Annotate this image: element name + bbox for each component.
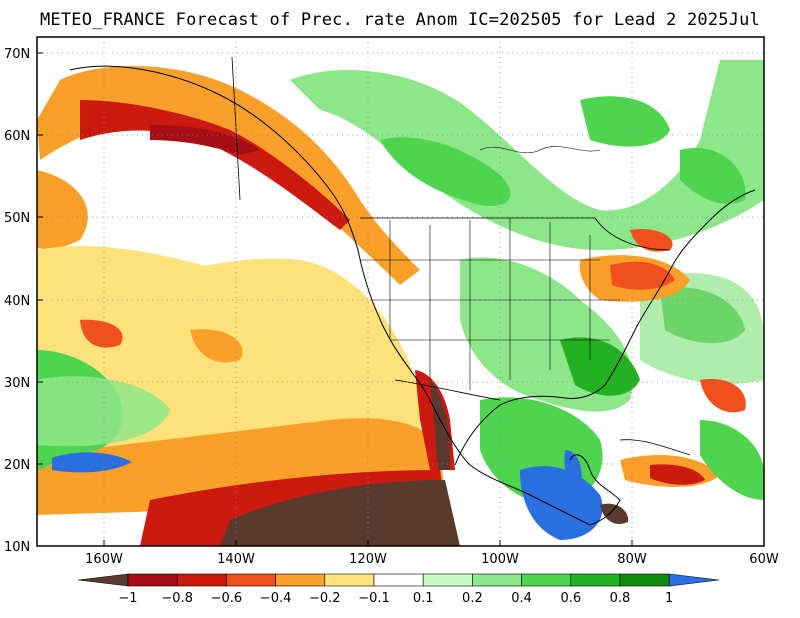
lat-label: 10N [4, 540, 30, 555]
colorbar-label: −0.8 [161, 591, 193, 606]
colorbar-segment [521, 573, 572, 587]
colorbar-label: 0.1 [413, 591, 434, 606]
panama-brown [600, 503, 629, 525]
lon-label: 120W [349, 552, 387, 567]
pacific-brown-core [220, 480, 460, 546]
canada-green [290, 60, 764, 250]
caribbean-red [650, 464, 705, 485]
colorbar-segment [472, 573, 522, 587]
atlantic-sub-green [700, 420, 764, 500]
canada-green-deep [380, 137, 511, 206]
colorbar-segment [275, 573, 326, 587]
alaska-darkred [150, 125, 260, 155]
hawaii-blue [52, 452, 132, 473]
lon-label: 80W [617, 552, 647, 567]
colorbar-label: 0.6 [560, 591, 581, 606]
colorbar-segment [619, 573, 670, 587]
colorbar-label: −0.6 [211, 591, 243, 606]
colorbar-segment [127, 573, 178, 587]
colorbar-label: 1 [665, 591, 673, 606]
colorbar-label: 0.8 [610, 591, 631, 606]
lon-label: 100W [481, 552, 519, 567]
colorbar-label: −1 [118, 591, 137, 606]
lon-label: 140W [217, 552, 255, 567]
coastlines [69, 56, 756, 526]
aleutian-orange [37, 170, 88, 250]
map-frame [36, 36, 765, 547]
east-canada-orange [630, 229, 673, 252]
colorbar-label: −0.1 [358, 591, 390, 606]
lat-label: 20N [4, 458, 30, 473]
lon-labels: 160W 140W 120W 100W 80W 60W [85, 552, 779, 567]
pacific-orange-spot [80, 319, 123, 348]
baja-brown [430, 380, 450, 470]
greatlakes-red [610, 261, 675, 290]
lat-label: 50N [4, 211, 30, 226]
north-pacific-yellow [37, 246, 290, 340]
hudson-green [580, 96, 670, 147]
colorbar-segment [668, 573, 720, 587]
colorbar-segment [324, 573, 375, 587]
atlantic-sub-orange [700, 379, 746, 413]
colorbar-label: 0.4 [511, 591, 532, 606]
lon-label: 60W [749, 552, 779, 567]
lat-label: 60N [4, 129, 30, 144]
colorbar-label: 0.2 [462, 591, 483, 606]
colorbar-label: −0.4 [260, 591, 292, 606]
colorbar [77, 573, 720, 587]
southeast-green [560, 337, 640, 396]
colorbar-segment [176, 573, 227, 587]
colorbar-labels: −1 −0.8 −0.6 −0.4 −0.2 −0.1 0.1 0.2 0.4 0.6 0.8 1 [118, 591, 673, 606]
yucatan-blue [564, 450, 582, 486]
colorbar-segment [77, 573, 129, 587]
chart-title: METEO_FRANCE Forecast of Prec. rate Anom… [39, 10, 760, 30]
colorbar-segment [373, 573, 424, 587]
atlantic-light [640, 273, 764, 384]
colorbar-segment [422, 573, 473, 587]
colorbar-segment [226, 573, 276, 587]
lat-label: 30N [4, 376, 30, 391]
labrador-green [680, 148, 746, 204]
central-america-blue [520, 466, 603, 540]
lat-label: 40N [4, 294, 30, 309]
state-borders [360, 218, 620, 390]
pacific-orange-spot-2 [190, 329, 243, 363]
lon-label: 160W [85, 552, 123, 567]
colorbar-segment [570, 573, 621, 587]
colorbar-label: −0.2 [309, 591, 341, 606]
gridlines [37, 37, 764, 546]
hawaii-green-light [37, 376, 170, 447]
tick-marks [37, 52, 633, 546]
lat-label: 70N [4, 47, 30, 62]
anomaly-field [37, 37, 764, 546]
lat-labels: 70N 60N 50N 40N 30N 20N 10N [4, 47, 30, 555]
